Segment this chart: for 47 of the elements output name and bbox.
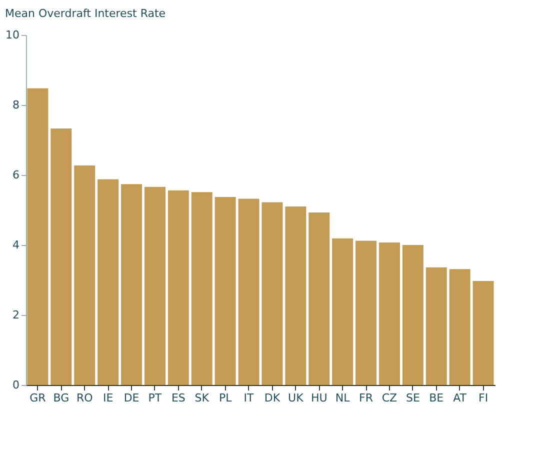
bar: [98, 179, 119, 385]
bar: [378, 242, 400, 385]
x-tick-label: SK: [194, 392, 210, 404]
x-tick-label: PL: [218, 392, 233, 404]
x-tick-label: FR: [359, 392, 374, 404]
x-tick-label: BG: [53, 392, 70, 404]
bar: [214, 197, 236, 385]
x-tick-label: RO: [76, 392, 94, 404]
x-tick-label: UK: [288, 392, 304, 404]
x-tick-label: ES: [171, 392, 186, 404]
x-tick-label: GR: [30, 392, 46, 404]
x-tick-label: PT: [148, 392, 162, 404]
x-tick-label: IE: [102, 392, 114, 404]
bar: [50, 128, 72, 385]
bar: [144, 186, 166, 385]
bar: [285, 206, 306, 385]
y-tick-label: 0: [12, 378, 20, 392]
x-tick-label: HU: [310, 392, 328, 404]
x-tick-label: AT: [453, 392, 467, 404]
bar: [308, 212, 330, 385]
bar: [449, 269, 470, 385]
bar: [356, 240, 377, 385]
y-tick-label: 8: [12, 98, 20, 112]
y-tick-label: 2: [12, 308, 20, 322]
bar: [27, 88, 48, 385]
x-tick-label: NL: [335, 392, 351, 404]
bar: [238, 198, 260, 385]
x-tick-label: DE: [124, 392, 140, 404]
bar: [402, 245, 424, 385]
x-tick-label: SE: [406, 392, 420, 404]
bar: [74, 166, 96, 385]
x-tick-label: DK: [264, 392, 281, 404]
y-tick-label: 4: [12, 238, 20, 252]
bar: [191, 192, 212, 385]
bar: [332, 238, 354, 385]
chart-title: Mean Overdraft Interest Rate: [5, 7, 166, 20]
bar: [472, 281, 494, 385]
x-tick-label: BE: [429, 392, 444, 404]
y-tick-label: 10: [6, 28, 20, 42]
x-tick-label: FI: [478, 392, 488, 404]
bar: [426, 267, 447, 385]
y-tick-label: 6: [12, 168, 20, 182]
bar: [121, 184, 142, 385]
bar: [168, 190, 189, 385]
bar: [262, 202, 283, 385]
x-tick-label: CZ: [382, 392, 398, 404]
x-tick-label: IT: [244, 392, 254, 404]
